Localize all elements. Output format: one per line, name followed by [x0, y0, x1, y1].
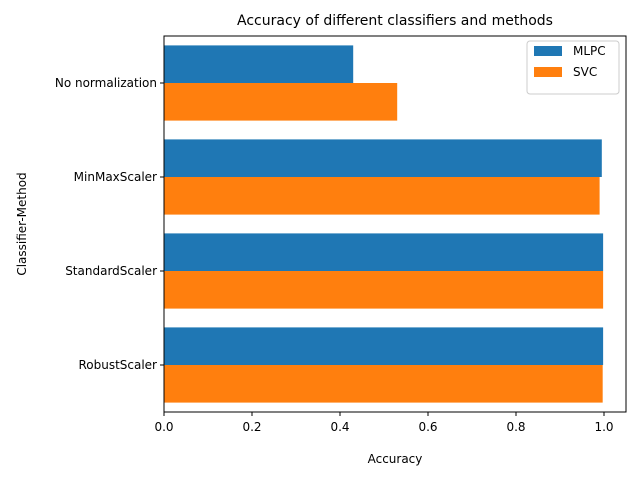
legend: MLPC SVC [526, 40, 620, 95]
legend-swatch-mlpc [534, 46, 562, 56]
y-axis-label: Classifier-Method [15, 172, 29, 275]
legend-label-svc: SVC [573, 65, 597, 79]
x-tick-label: 0.4 [330, 420, 349, 434]
y-axis-ticks: No normalization MinMaxScaler StandardScal… [55, 76, 164, 372]
bar-svc-2 [164, 271, 604, 309]
bar-mlpc-1 [164, 139, 602, 177]
bar-svc-3 [164, 365, 603, 403]
y-tick-label: RobustScaler [78, 358, 157, 372]
bar-mlpc-3 [164, 327, 604, 365]
legend-swatch-svc [534, 67, 562, 77]
plot-frame [163, 35, 627, 413]
y-tick-label: No normalization [55, 76, 157, 90]
bar-mlpc-2 [164, 233, 604, 271]
y-tick-label: StandardScaler [65, 264, 157, 278]
x-tick-label: 0.2 [242, 420, 261, 434]
legend-label-mlpc: MLPC [573, 44, 606, 58]
bar-mlpc-0 [164, 45, 354, 83]
x-tick-label: 0.0 [154, 420, 173, 434]
x-axis-label: Accuracy [368, 452, 423, 466]
chart-title: Accuracy of different classifiers and me… [237, 13, 553, 29]
bar-svc-1 [164, 177, 600, 215]
x-tick-label: 0.8 [506, 420, 525, 434]
x-tick-label: 1.0 [594, 420, 613, 434]
bar-svc-0 [164, 83, 398, 121]
x-tick-label: 0.6 [418, 420, 437, 434]
bars-group [164, 45, 604, 403]
x-axis-ticks: 0.0 0.2 0.4 0.6 0.8 1.0 [154, 412, 614, 434]
y-tick-label: MinMaxScaler [74, 170, 157, 184]
